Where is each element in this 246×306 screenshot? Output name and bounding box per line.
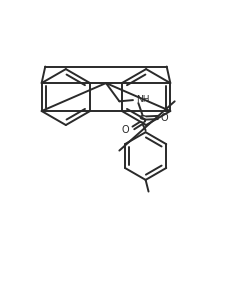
Text: NH: NH xyxy=(136,95,150,104)
Text: S: S xyxy=(139,115,147,125)
Text: O: O xyxy=(122,125,129,135)
Text: O: O xyxy=(161,113,169,123)
